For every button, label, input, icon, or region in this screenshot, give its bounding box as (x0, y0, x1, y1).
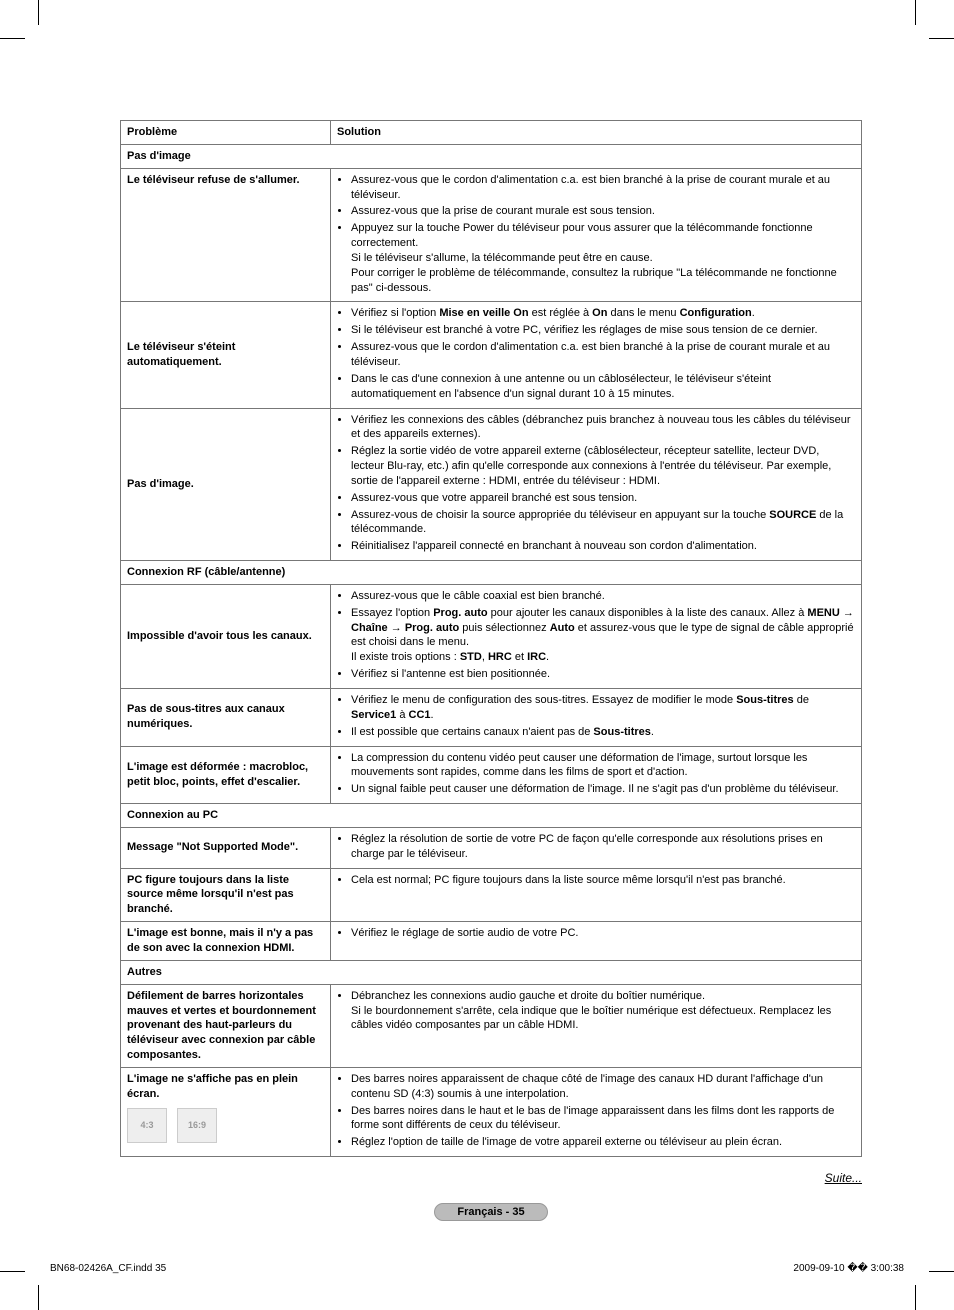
col-solution: Solution (331, 121, 862, 145)
row-fullscreen-label: L'image ne s'affiche pas en plein écran. (127, 1073, 298, 1100)
header-row: Problème Solution (121, 121, 862, 145)
row-subtitles: Pas de sous-titres aux canaux numériques… (121, 689, 862, 747)
row-hdmi-no-sound: L'image est bonne, mais il n'y a pas de … (121, 922, 862, 961)
section-no-image: Pas d'image (121, 144, 862, 168)
page-content: Problème Solution Pas d'image Le télévis… (120, 120, 862, 1221)
row-tv-wont-turn-on: Le téléviseur refuse de s'allumer. Assur… (121, 168, 862, 302)
section-other: Autres (121, 960, 862, 984)
troubleshooting-table: Problème Solution Pas d'image Le télévis… (120, 120, 862, 1157)
aspect-4-3-icon: 4:3 (127, 1108, 167, 1143)
section-rf: Connexion RF (câble/antenne) (121, 561, 862, 585)
col-problem: Problème (121, 121, 331, 145)
row-pc-source: PC figure toujours dans la liste source … (121, 868, 862, 922)
page-badge-wrap: Français - 35 (120, 1185, 862, 1221)
row-tv-auto-off: Le téléviseur s'éteint automatiquement. … (121, 302, 862, 408)
footer-file: BN68-02426A_CF.indd 35 (50, 1263, 166, 1274)
row-channels: Impossible d'avoir tous les canaux. Assu… (121, 584, 862, 688)
continued-indicator: Suite... (120, 1171, 862, 1185)
aspect-wide-icon: 16:9 (177, 1108, 217, 1143)
page-badge: Français - 35 (434, 1203, 547, 1221)
row-no-image: Pas d'image. Vérifiez les connexions des… (121, 408, 862, 561)
footer-timestamp: 2009-09-10 �� 3:00:38 (793, 1263, 904, 1274)
print-footer: BN68-02426A_CF.indd 35 2009-09-10 �� 3:0… (50, 1263, 904, 1274)
aspect-icons: 4:3 16:9 (127, 1108, 324, 1143)
row-not-supported: Message "Not Supported Mode". Réglez la … (121, 827, 862, 868)
row-distorted: L'image est déformée : macrobloc, petit … (121, 746, 862, 804)
row-fullscreen: L'image ne s'affiche pas en plein écran.… (121, 1067, 862, 1156)
section-pc: Connexion au PC (121, 804, 862, 828)
row-bars-hum: Défilement de barres horizontales mauves… (121, 984, 862, 1067)
